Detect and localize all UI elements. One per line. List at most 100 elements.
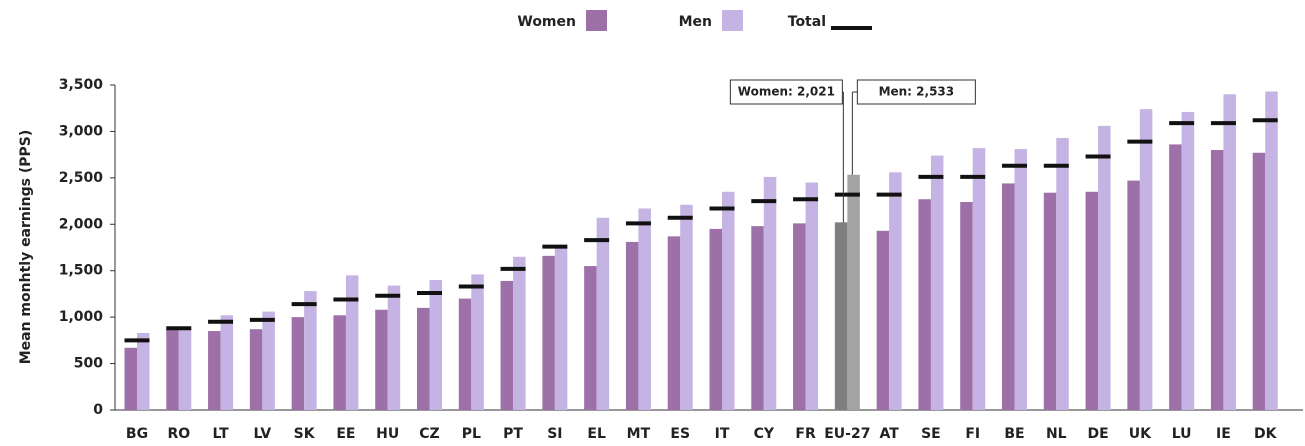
x-tick-label: LU: [1172, 426, 1192, 442]
x-tick-label: UK: [1129, 426, 1152, 442]
bar: [918, 199, 931, 410]
bar: [930, 155, 944, 410]
x-tick-label: AT: [879, 426, 899, 442]
y-tick-label: 2,000: [59, 216, 104, 232]
bar: [876, 230, 890, 410]
bar: [291, 317, 305, 410]
bar: [763, 176, 777, 410]
bar: [847, 174, 860, 410]
bar: [751, 226, 764, 410]
legend-swatch: [722, 10, 743, 31]
bar: [1169, 144, 1182, 410]
x-tick-label: BE: [1004, 426, 1024, 442]
x-tick-label: LT: [212, 426, 229, 442]
bar: [513, 256, 526, 410]
bar: [471, 274, 484, 410]
x-tick-label: EE: [336, 426, 355, 442]
y-tick-label: 1,500: [59, 263, 104, 279]
x-tick-label: LV: [253, 426, 271, 442]
x-tick-label: FR: [795, 426, 816, 442]
bar: [667, 236, 681, 410]
y-tick-label: 500: [74, 356, 103, 372]
bar: [1181, 111, 1195, 410]
x-tick-label: PL: [462, 426, 481, 442]
bar: [1252, 152, 1266, 411]
bar: [1210, 150, 1224, 410]
bar: [1014, 149, 1027, 411]
annotation: Women: 2,021: [738, 85, 835, 99]
x-tick-label: DE: [1087, 426, 1108, 442]
bar: [889, 172, 902, 410]
annotation-box: [856, 79, 976, 105]
y-axis-label: Mean monhtly earnings (PPS): [18, 130, 34, 365]
bar: [960, 202, 973, 410]
bar: [333, 315, 346, 410]
bar: [249, 329, 263, 410]
x-tick-label: RO: [167, 426, 190, 442]
legend-swatch: [586, 10, 607, 31]
x-tick-label: MT: [627, 426, 651, 442]
x-tick-label: BG: [126, 426, 148, 442]
bar: [429, 280, 442, 410]
bar: [1139, 109, 1153, 411]
bar: [709, 228, 722, 410]
bar: [554, 247, 568, 410]
bar: [375, 309, 388, 410]
y-tick-label: 3,500: [59, 77, 104, 93]
x-tick-label: SK: [294, 426, 316, 442]
bar: [304, 291, 317, 410]
bar: [262, 311, 275, 410]
bar: [1056, 137, 1069, 410]
y-tick-label: 1,000: [59, 309, 104, 325]
bar: [596, 217, 610, 410]
annotation: Men: 2,533: [879, 85, 955, 99]
bar: [137, 332, 150, 410]
bar: [1223, 94, 1236, 411]
x-tick-label: CY: [754, 426, 775, 442]
bar: [166, 329, 179, 410]
legend-label: Total: [788, 14, 826, 30]
bar: [124, 347, 137, 410]
x-tick-label: IT: [715, 426, 730, 442]
bar: [805, 182, 819, 410]
x-tick-label: HU: [376, 426, 399, 442]
bar: [584, 266, 597, 410]
x-tick-label: SI: [547, 426, 562, 442]
bar: [972, 148, 986, 410]
bar: [1043, 192, 1057, 410]
bar: [208, 331, 221, 410]
bar: [458, 298, 472, 410]
y-tick-label: 0: [93, 402, 103, 418]
bar: [1098, 125, 1111, 410]
bar: [1265, 91, 1278, 410]
x-tick-label: EL: [587, 426, 606, 442]
bar: [793, 223, 806, 410]
bar: [345, 275, 359, 410]
x-tick-label: NL: [1046, 426, 1067, 442]
x-tick-label: CZ: [419, 426, 439, 442]
annotation-box: [729, 79, 843, 105]
x-tick-label: DK: [1254, 426, 1278, 442]
bar: [417, 307, 430, 410]
bar: [638, 208, 651, 410]
bar: [680, 204, 693, 410]
x-tick-label: FI: [965, 426, 980, 442]
bar: [500, 280, 514, 410]
x-tick-label: SE: [921, 426, 941, 442]
bar: [834, 222, 848, 410]
y-tick-label: 2,500: [59, 170, 104, 186]
bar: [1127, 180, 1140, 410]
bar: [387, 285, 401, 410]
y-tick-label: 3,000: [59, 123, 104, 139]
x-tick-label: PT: [503, 426, 523, 442]
bar: [1085, 191, 1099, 410]
x-tick-label: ES: [670, 426, 690, 442]
bar: [178, 328, 192, 410]
bar: [542, 255, 555, 410]
legend-label: Women: [517, 14, 576, 30]
bar: [220, 315, 234, 410]
bar: [722, 191, 735, 410]
legend-label: Men: [679, 14, 712, 30]
